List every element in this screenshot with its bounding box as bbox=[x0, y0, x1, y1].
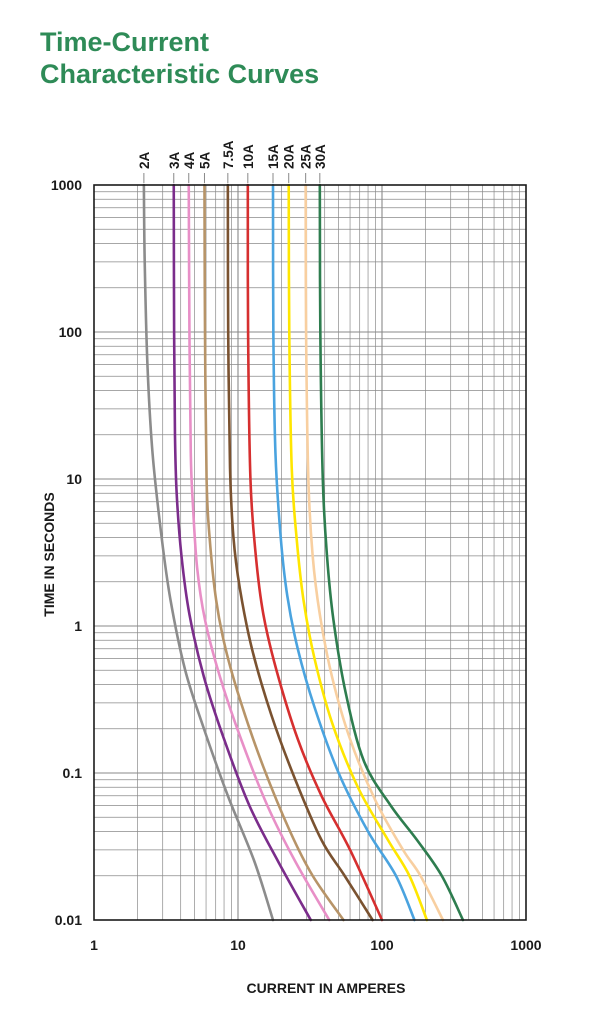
curve-3A bbox=[172, 183, 313, 922]
x-axis-label: CURRENT IN AMPERES bbox=[247, 980, 406, 996]
title-line-1: Time-Current bbox=[40, 27, 210, 57]
rating-label: 20A bbox=[282, 144, 297, 169]
x-tick-label: 100 bbox=[370, 937, 394, 953]
y-tick-label: 0.1 bbox=[63, 765, 83, 781]
rating-label: 5A bbox=[197, 151, 212, 169]
rating-label: 4A bbox=[182, 151, 197, 169]
curve-15A bbox=[271, 183, 416, 922]
rating-label: 2A bbox=[137, 151, 152, 169]
curve-7.5A bbox=[226, 183, 374, 922]
rating-labels: 2A 3A 4A 5A 7.5A 10A 15A 20A 25A 30A bbox=[137, 140, 328, 183]
curve-2A bbox=[142, 183, 275, 922]
rating-label: 3A bbox=[167, 151, 182, 169]
curve-5A bbox=[203, 183, 345, 922]
curve-25A bbox=[304, 183, 445, 922]
plot-frame bbox=[93, 184, 527, 921]
curve-30A bbox=[318, 183, 465, 922]
tick-labels: 1 10 100 1000 0.01 0.1 1 10 100 1000 bbox=[51, 177, 542, 953]
curve-10A bbox=[246, 183, 384, 922]
page-title: Time-Current Characteristic Curves bbox=[40, 26, 319, 90]
curves bbox=[142, 183, 465, 922]
y-tick-label: 1 bbox=[74, 618, 82, 634]
x-tick-label: 1000 bbox=[510, 937, 541, 953]
x-tick-label: 1 bbox=[90, 937, 98, 953]
curve-20A bbox=[287, 183, 429, 922]
title-line-2: Characteristic Curves bbox=[40, 59, 320, 89]
rating-label: 25A bbox=[299, 144, 314, 169]
y-tick-label: 1000 bbox=[51, 177, 82, 193]
rating-label: 7.5A bbox=[221, 140, 236, 169]
curve-4A bbox=[187, 183, 331, 922]
grid-lines bbox=[94, 185, 526, 920]
y-tick-label: 10 bbox=[66, 471, 82, 487]
rating-label: 15A bbox=[266, 144, 281, 169]
y-axis-label: TIME IN SECONDS bbox=[41, 492, 57, 616]
y-tick-label: 0.01 bbox=[55, 912, 82, 928]
x-tick-label: 10 bbox=[230, 937, 246, 953]
rating-label: 30A bbox=[313, 144, 328, 169]
rating-label: 10A bbox=[241, 144, 256, 169]
y-tick-label: 100 bbox=[59, 324, 83, 340]
